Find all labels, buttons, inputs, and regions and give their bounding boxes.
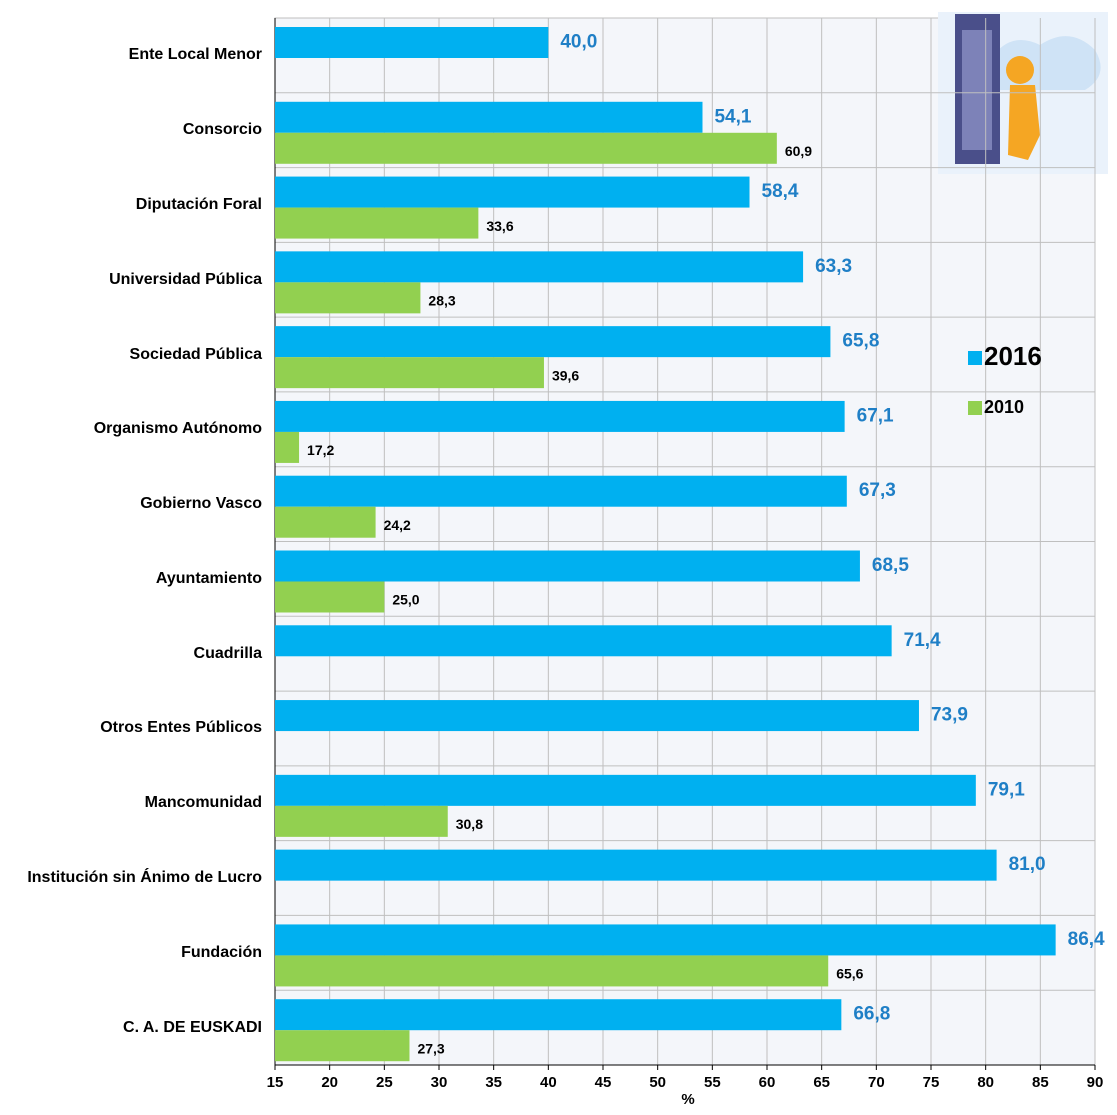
- x-tick-label: 25: [376, 1074, 393, 1091]
- value-label: 60,9: [785, 143, 812, 159]
- y-tick-label: Organismo Autónomo: [0, 419, 262, 439]
- legend-label: 2016: [984, 341, 1042, 371]
- y-tick-label: Mancomunidad: [0, 793, 262, 813]
- value-label: 71,4: [904, 630, 941, 651]
- bar: [275, 401, 845, 432]
- x-tick-label: 45: [595, 1074, 612, 1091]
- bar: [275, 582, 384, 613]
- y-tick-label: Gobierno Vasco: [0, 494, 262, 514]
- bar: [275, 551, 860, 582]
- bar: [275, 208, 478, 239]
- chart-container: % 15 20 25 30 35 40 45 50 55 60 65 70 75 80 85 90 40,0 54…: [0, 0, 1117, 1115]
- bar: [275, 924, 1056, 955]
- value-label: 67,3: [859, 480, 896, 501]
- bar: [275, 1030, 409, 1061]
- bar: [275, 850, 997, 881]
- value-label: 39,6: [552, 367, 579, 383]
- x-tick-label: 90: [1087, 1074, 1104, 1091]
- bar: [275, 282, 420, 313]
- value-label: 65,6: [836, 966, 863, 982]
- legend-label: 2010: [984, 397, 1024, 417]
- legend-swatch: [968, 401, 982, 415]
- value-label: 30,8: [456, 816, 483, 832]
- bar: [275, 507, 376, 538]
- bar: [275, 251, 803, 282]
- x-tick-label: 60: [759, 1074, 776, 1091]
- legend-swatch: [968, 351, 982, 365]
- bar: [275, 357, 544, 388]
- bar: [275, 476, 847, 507]
- x-tick-label: 50: [649, 1074, 666, 1091]
- y-tick-label: Sociedad Pública: [0, 345, 262, 365]
- value-label: 68,5: [872, 555, 909, 576]
- bar: [275, 102, 702, 133]
- value-label: 65,8: [842, 331, 879, 352]
- x-tick-label: 15: [267, 1074, 284, 1091]
- x-tick-label: 65: [813, 1074, 830, 1091]
- bar: [275, 806, 448, 837]
- value-label: 66,8: [853, 1004, 890, 1025]
- bar: [275, 27, 548, 58]
- y-tick-label: Fundación: [0, 943, 262, 963]
- y-tick-label: Ayuntamiento: [0, 569, 262, 589]
- y-tick-label: Consorcio: [0, 120, 262, 140]
- y-tick-label: Universidad Pública: [0, 270, 262, 290]
- bar: [275, 775, 976, 806]
- value-label: 73,9: [931, 705, 968, 726]
- x-tick-label: 85: [1032, 1074, 1049, 1091]
- x-tick-label: 80: [977, 1074, 994, 1091]
- y-tick-label: Cuadrilla: [0, 644, 262, 664]
- x-tick-label: 30: [431, 1074, 448, 1091]
- value-label: 40,0: [560, 32, 597, 53]
- x-tick-label: 75: [923, 1074, 940, 1091]
- x-tick-label: 35: [485, 1074, 502, 1091]
- value-label: 63,3: [815, 256, 852, 277]
- value-label: 33,6: [486, 218, 513, 234]
- value-label: 27,3: [417, 1040, 444, 1056]
- bar: [275, 700, 919, 731]
- y-tick-label: Diputación Foral: [0, 195, 262, 215]
- x-tick-label: 55: [704, 1074, 721, 1091]
- value-label: 58,4: [762, 181, 799, 202]
- bar: [275, 326, 830, 357]
- x-axis-label: %: [681, 1091, 694, 1108]
- y-tick-label: Otros Entes Públicos: [0, 718, 262, 738]
- value-label: 54,1: [714, 106, 751, 127]
- value-label: 25,0: [392, 592, 419, 608]
- value-label: 17,2: [307, 442, 334, 458]
- x-tick-label: 20: [321, 1074, 338, 1091]
- y-tick-label: Institución sin Ánimo de Lucro: [0, 868, 262, 888]
- y-tick-label: Ente Local Menor: [0, 45, 262, 65]
- bar: [275, 999, 841, 1030]
- value-label: 24,2: [384, 517, 411, 533]
- y-tick-label: C. A. DE EUSKADI: [0, 1018, 262, 1038]
- bar: [275, 177, 750, 208]
- value-label: 79,1: [988, 779, 1025, 800]
- bar: [275, 133, 777, 164]
- bar: [275, 955, 828, 986]
- x-tick-label: 40: [540, 1074, 557, 1091]
- value-label: 67,1: [857, 405, 894, 426]
- bar: [275, 625, 892, 656]
- value-label: 28,3: [428, 293, 455, 309]
- x-tick-label: 70: [868, 1074, 885, 1091]
- bar: [275, 432, 299, 463]
- value-label: 81,0: [1009, 854, 1046, 875]
- value-label: 86,4: [1068, 929, 1105, 950]
